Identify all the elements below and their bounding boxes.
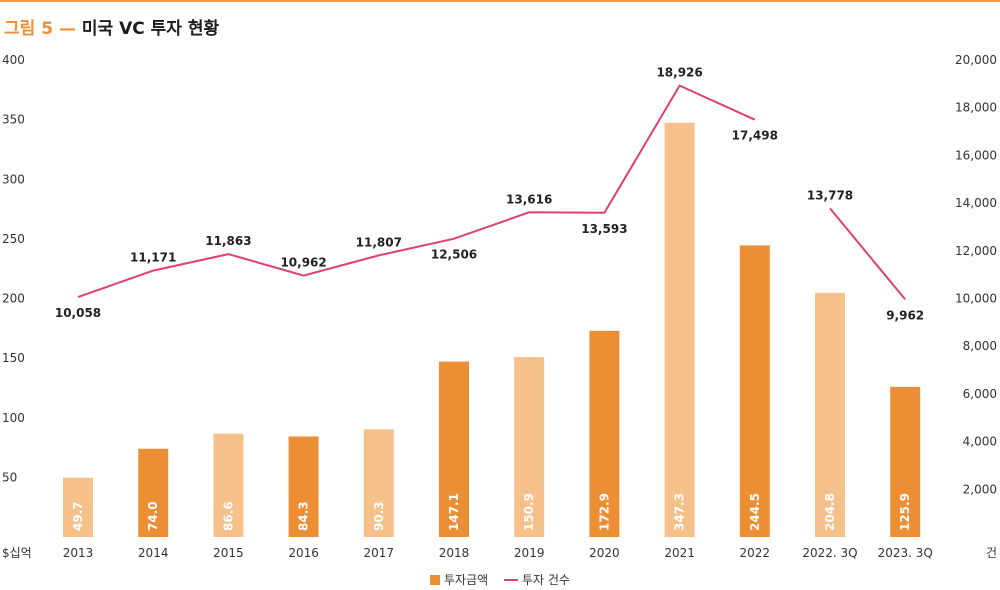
y-right-tick-label: 6,000 bbox=[963, 387, 997, 401]
bar bbox=[739, 245, 770, 537]
y-left-tick-label: 250 bbox=[2, 232, 25, 246]
y-left-tick-label: 350 bbox=[2, 113, 25, 127]
line-value-label: 17,498 bbox=[732, 129, 778, 143]
y-right-tick-label: 18,000 bbox=[955, 101, 997, 115]
x-tick-label: 2020 bbox=[589, 546, 620, 560]
legend-line-swatch bbox=[504, 578, 518, 581]
bar bbox=[890, 386, 921, 537]
y-right-tick-label: 16,000 bbox=[955, 148, 997, 162]
bar-value-label: 347.3 bbox=[673, 493, 687, 531]
bar-value-label: 90.3 bbox=[372, 501, 386, 531]
x-tick-label: 2016 bbox=[288, 546, 319, 560]
line-value-label: 10,962 bbox=[280, 256, 326, 270]
x-tick-label: 2015 bbox=[213, 546, 244, 560]
y-right-tick-label: 2,000 bbox=[963, 482, 997, 496]
line-value-label: 18,926 bbox=[656, 66, 702, 80]
y-right-tick-label: 4,000 bbox=[963, 435, 997, 449]
y-left-tick-label: 400 bbox=[2, 53, 25, 67]
x-tick-label: 2023. 3Q bbox=[878, 546, 933, 560]
bar-value-label: 84.3 bbox=[297, 501, 311, 531]
y-right-unit: 건 bbox=[986, 546, 997, 560]
y-right-tick-label: 20,000 bbox=[955, 53, 997, 67]
bar-value-label: 49.7 bbox=[71, 501, 85, 531]
x-tick-label: 2021 bbox=[664, 546, 695, 560]
bar bbox=[363, 429, 394, 537]
bar bbox=[213, 433, 244, 537]
bar-value-label: 74.0 bbox=[146, 501, 160, 531]
y-left-tick-label: 200 bbox=[2, 292, 25, 306]
line-value-label: 13,778 bbox=[807, 188, 853, 202]
series-line-count bbox=[77, 84, 756, 299]
figure-number: 그림 5 — bbox=[4, 19, 76, 39]
bar-value-label: 86.6 bbox=[221, 501, 235, 531]
bar-value-label: 244.5 bbox=[748, 493, 762, 531]
line-value-label: 9,962 bbox=[886, 308, 924, 322]
y-left-unit: $십억 bbox=[2, 546, 32, 560]
line-value-label: 13,593 bbox=[581, 222, 627, 236]
x-tick-label: 2018 bbox=[439, 546, 470, 560]
y-left-tick-label: 100 bbox=[2, 411, 25, 425]
x-tick-label: 2014 bbox=[138, 546, 169, 560]
line-value-label: 13,616 bbox=[506, 192, 552, 206]
line-value-label: 11,171 bbox=[130, 251, 176, 265]
legend-bar-swatch bbox=[430, 574, 440, 585]
bar bbox=[589, 330, 620, 537]
bar bbox=[138, 448, 169, 537]
bar bbox=[815, 292, 845, 537]
line-value-label: 11,863 bbox=[205, 234, 251, 248]
y-right-tick-label: 8,000 bbox=[963, 339, 997, 353]
bar bbox=[514, 357, 545, 537]
bar bbox=[288, 436, 319, 537]
x-tick-label: 2013 bbox=[63, 546, 94, 560]
line-value-label: 10,058 bbox=[55, 306, 101, 320]
bar-value-label: 147.1 bbox=[447, 493, 461, 531]
series-line-count bbox=[829, 207, 906, 301]
bar-value-label: 172.9 bbox=[597, 493, 611, 531]
line-value-label: 11,807 bbox=[356, 235, 402, 249]
bar-value-label: 125.9 bbox=[898, 493, 912, 531]
legend-item-count: 투자 건수 bbox=[504, 571, 570, 588]
figure-title: 그림 5 — 미국 VC 투자 현황 bbox=[4, 14, 219, 39]
y-left-tick-label: 50 bbox=[2, 470, 17, 484]
y-right-tick-label: 12,000 bbox=[955, 244, 997, 258]
legend-label-amount: 투자금액 bbox=[444, 573, 489, 587]
y-left-tick-label: 300 bbox=[2, 172, 25, 186]
bar-value-label: 204.8 bbox=[823, 493, 837, 531]
bar-value-label: 150.9 bbox=[522, 493, 536, 531]
y-right-tick-label: 10,000 bbox=[955, 292, 997, 306]
line-value-label: 12,506 bbox=[431, 248, 477, 262]
x-tick-label: 2022. 3Q bbox=[802, 546, 857, 560]
y-right-tick-label: 14,000 bbox=[955, 196, 997, 210]
y-left-tick-label: 150 bbox=[2, 351, 25, 365]
chart: 50 100 150 200 250 300 350 400 $십억 2,000 4,000 6,00… bbox=[2, 53, 997, 560]
bar bbox=[63, 477, 93, 537]
legend: 투자금액 투자 건수 bbox=[0, 571, 1000, 588]
x-tick-label: 2019 bbox=[514, 546, 545, 560]
top-rule bbox=[0, 0, 1000, 2]
bar bbox=[664, 122, 695, 537]
bar bbox=[439, 361, 469, 537]
legend-item-amount: 투자금액 bbox=[430, 571, 488, 588]
figure-title-text: 미국 VC 투자 현황 bbox=[81, 19, 220, 39]
x-tick-label: 2022 bbox=[740, 546, 771, 560]
legend-label-count: 투자 건수 bbox=[522, 573, 570, 587]
x-tick-label: 2017 bbox=[364, 546, 395, 560]
